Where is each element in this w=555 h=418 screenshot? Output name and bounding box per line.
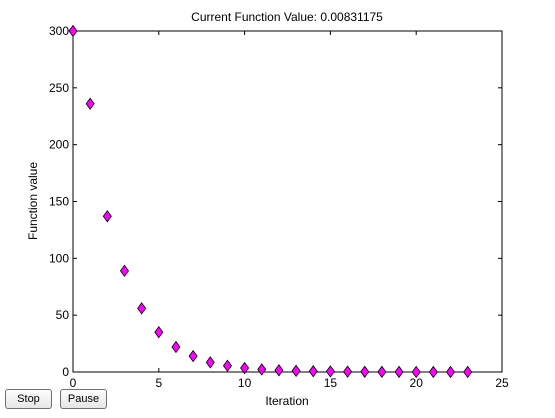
data-point [428, 365, 438, 379]
data-point [137, 302, 147, 315]
data-point [394, 365, 404, 379]
data-point [102, 210, 112, 223]
x-tick-label: 10 [238, 376, 252, 390]
data-point [377, 365, 387, 379]
data-point [360, 365, 370, 378]
data-point [240, 361, 250, 375]
data-point [411, 365, 421, 379]
data-point [119, 264, 129, 278]
y-tick-label: 50 [56, 308, 70, 322]
data-point [291, 364, 301, 378]
stop-button[interactable]: Stop [5, 389, 52, 409]
data-point [463, 365, 473, 379]
y-tick-label: 100 [49, 251, 69, 265]
data-point [171, 340, 181, 354]
x-axis-label: Iteration [265, 394, 308, 408]
data-point [325, 365, 335, 378]
x-tick-label: 20 [410, 376, 424, 390]
data-point [343, 365, 353, 378]
data-point [85, 97, 95, 110]
data-point [68, 24, 78, 38]
data-point [154, 326, 164, 339]
y-tick-label: 0 [62, 365, 69, 379]
data-point [205, 356, 215, 369]
data-point [222, 359, 232, 372]
y-tick-label: 200 [49, 138, 69, 152]
y-tick-label: 250 [49, 81, 69, 95]
chart-title: Current Function Value: 0.00831175 [191, 10, 383, 24]
pause-button[interactable]: Pause [60, 389, 107, 409]
data-point [188, 349, 198, 363]
data-point [446, 365, 456, 379]
y-tick-label: 150 [49, 195, 69, 209]
data-point [257, 363, 267, 376]
x-tick-label: 15 [324, 376, 338, 390]
x-tick-label: 5 [155, 376, 162, 390]
y-axis-label: Function value [26, 162, 40, 240]
data-point [274, 364, 284, 377]
y-tick-label: 300 [49, 24, 69, 38]
x-tick-label: 25 [495, 376, 509, 390]
data-point [308, 365, 318, 378]
axes-box [72, 30, 503, 373]
x-tick-label: 0 [70, 376, 77, 390]
